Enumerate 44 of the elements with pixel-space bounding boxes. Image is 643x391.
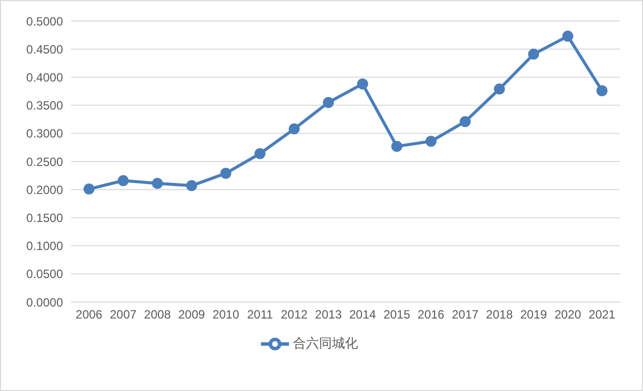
point [186, 180, 198, 192]
x-tick-label: 2009 [178, 308, 206, 322]
x-tick-label: 2020 [554, 308, 582, 322]
y-tick-label: 0.1500 [26, 210, 64, 225]
point [562, 30, 574, 42]
x-tick-label: 2006 [76, 308, 103, 322]
point [118, 175, 129, 186]
y-tick-label: 0.0500 [26, 267, 64, 282]
x-tick-label: 2007 [110, 308, 137, 322]
point [288, 123, 300, 134]
y-tick-label: 0.0000 [26, 295, 64, 310]
point [152, 178, 163, 189]
point [528, 48, 540, 60]
x-tick-label: 2010 [212, 308, 240, 322]
x-tick-label: 2018 [486, 308, 514, 322]
point [494, 84, 505, 94]
point [322, 96, 334, 108]
y-tick-label: 0.4500 [26, 42, 64, 56]
point [220, 168, 232, 179]
x-tick-label: 2015 [383, 308, 410, 322]
point [357, 78, 368, 90]
x-tick-label: 2017 [452, 308, 479, 322]
x-tick-label: 2013 [315, 308, 342, 322]
point [84, 184, 94, 195]
point [426, 136, 436, 147]
point [460, 116, 471, 128]
y-tick-label: 0.2000 [26, 182, 64, 197]
point [254, 148, 266, 160]
x-tick-label: 2016 [418, 308, 445, 322]
x-tick-label: 2011 [247, 308, 274, 322]
point [391, 140, 402, 152]
y-tick-label: 0.5000 [26, 14, 64, 28]
y-tick-label: 0.3500 [26, 98, 64, 113]
x-tick-label: 2012 [280, 308, 308, 322]
y-tick-label: 0.1000 [26, 239, 64, 254]
x-tick-label: 2014 [349, 308, 376, 322]
y-tick-label: 0.4000 [26, 70, 64, 84]
legend-label: 合六同城化 [293, 335, 358, 350]
x-tick-label: 2021 [588, 308, 616, 322]
y-tick-label: 0.2500 [26, 154, 64, 169]
x-tick-label: 2008 [144, 308, 172, 322]
y-tick-label: 0.3000 [26, 126, 64, 141]
x-tick-label: 2019 [520, 308, 548, 322]
point [596, 85, 608, 96]
